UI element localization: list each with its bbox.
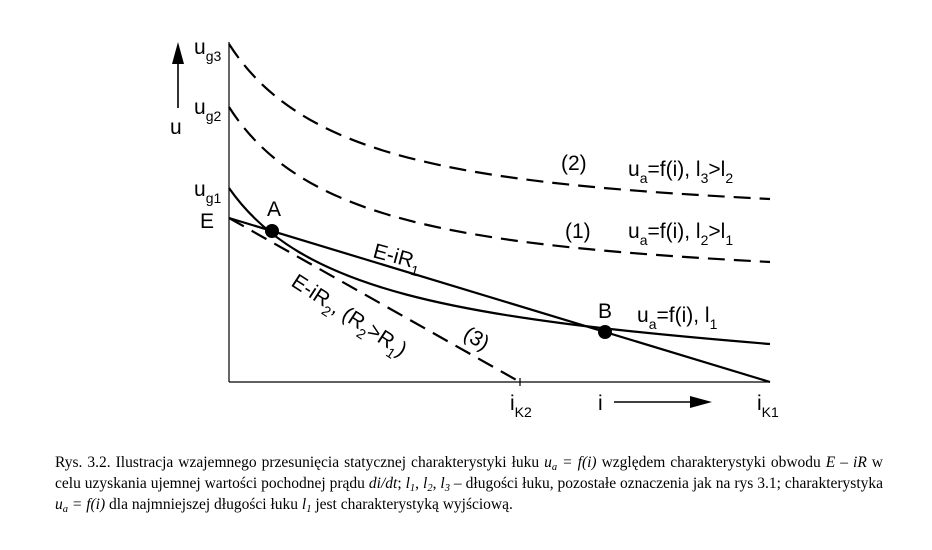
i-arrow-head bbox=[690, 396, 712, 408]
curve2-number: (2) bbox=[561, 152, 587, 175]
point-label-A: A bbox=[267, 198, 281, 221]
axis-label-u: u bbox=[170, 116, 182, 139]
curve1-number: (1) bbox=[565, 220, 591, 243]
curve1-label: ua=f(i), l2>l1 bbox=[628, 220, 733, 248]
figure-caption: Rys. 3.2. Ilustracja wzajemnego przesuni… bbox=[55, 454, 884, 515]
point-label-B: B bbox=[598, 300, 612, 323]
u-arrow-head bbox=[172, 42, 184, 64]
axis-label-i: i bbox=[598, 392, 603, 415]
tick-label-iK1: iK1 bbox=[757, 392, 779, 420]
arc-curve-l3-dashed bbox=[228, 43, 771, 201]
tick-label-ug2: ug2 bbox=[194, 96, 221, 124]
curve0-label: ua=f(i), l1 bbox=[637, 304, 718, 332]
tick-label-ug1: ug1 bbox=[194, 178, 221, 206]
tick-label-iK2: iK2 bbox=[510, 392, 532, 420]
point-A bbox=[265, 224, 279, 238]
circuit-line-R2-dashed bbox=[228, 217, 521, 383]
line-R1-label: E-iR1 bbox=[369, 240, 423, 280]
arc-characteristics-diagram: u i ug3 ug2 ug1 E iK2 iK1 A B (2) ua=f(i… bbox=[170, 36, 779, 420]
point-B bbox=[598, 325, 612, 339]
curve2-label: ua=f(i), l3>l2 bbox=[628, 158, 733, 186]
circuit-line-R1 bbox=[228, 216, 771, 384]
arc-curve-l1-solid bbox=[228, 187, 771, 346]
arc-curve-l2-dashed bbox=[228, 106, 771, 264]
tick-label-E: E bbox=[200, 210, 214, 233]
tick-label-ug3: ug3 bbox=[194, 36, 221, 64]
